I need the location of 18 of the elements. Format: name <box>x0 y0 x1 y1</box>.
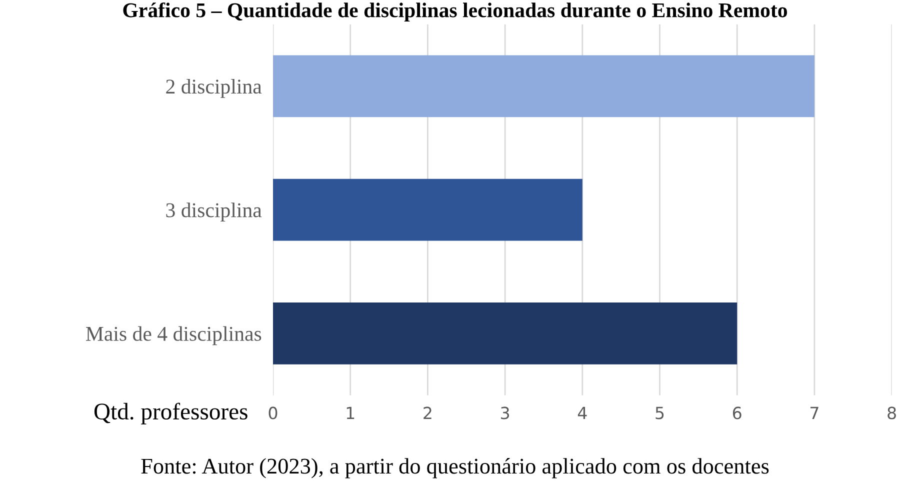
x-tick-label: 1 <box>346 406 354 420</box>
x-tick-label: 3 <box>501 406 510 420</box>
chart-title: Gráfico 5 – Quantidade de disciplinas lecionadas durante o Ensino Remoto <box>123 2 787 22</box>
x-tick-label: 8 <box>888 406 896 420</box>
bar <box>273 302 738 364</box>
source-note: Fonte: Autor (2023), a partir do questionário aplicado com os docentes <box>141 458 769 478</box>
x-tick-label: 7 <box>810 406 818 420</box>
x-tick-label: 5 <box>656 406 664 420</box>
x-tick-label: 2 <box>424 406 432 420</box>
x-tick-label: 0 <box>268 406 278 420</box>
y-tick-label: 2 disciplina <box>166 78 262 98</box>
bar <box>273 55 814 118</box>
y-tick-label: 3 disciplina <box>166 202 262 222</box>
x-tick-label: 4 <box>578 406 587 420</box>
x-axis-title: Qtd. professores <box>94 402 248 424</box>
bar <box>273 178 582 241</box>
x-tick-label: 6 <box>732 406 742 420</box>
y-tick-label: Mais de 4 disciplinas <box>86 326 262 346</box>
